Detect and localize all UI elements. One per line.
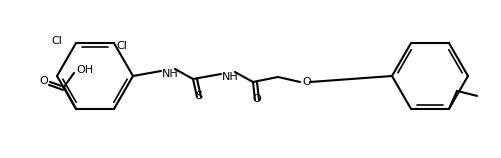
- Text: NH: NH: [221, 72, 238, 82]
- Text: Cl: Cl: [51, 36, 62, 46]
- Text: O: O: [302, 77, 310, 87]
- Text: S: S: [195, 91, 202, 101]
- Text: NH: NH: [162, 69, 178, 79]
- Text: Cl: Cl: [116, 41, 127, 51]
- Text: O: O: [252, 94, 261, 104]
- Text: O: O: [39, 76, 48, 86]
- Text: OH: OH: [76, 65, 93, 75]
